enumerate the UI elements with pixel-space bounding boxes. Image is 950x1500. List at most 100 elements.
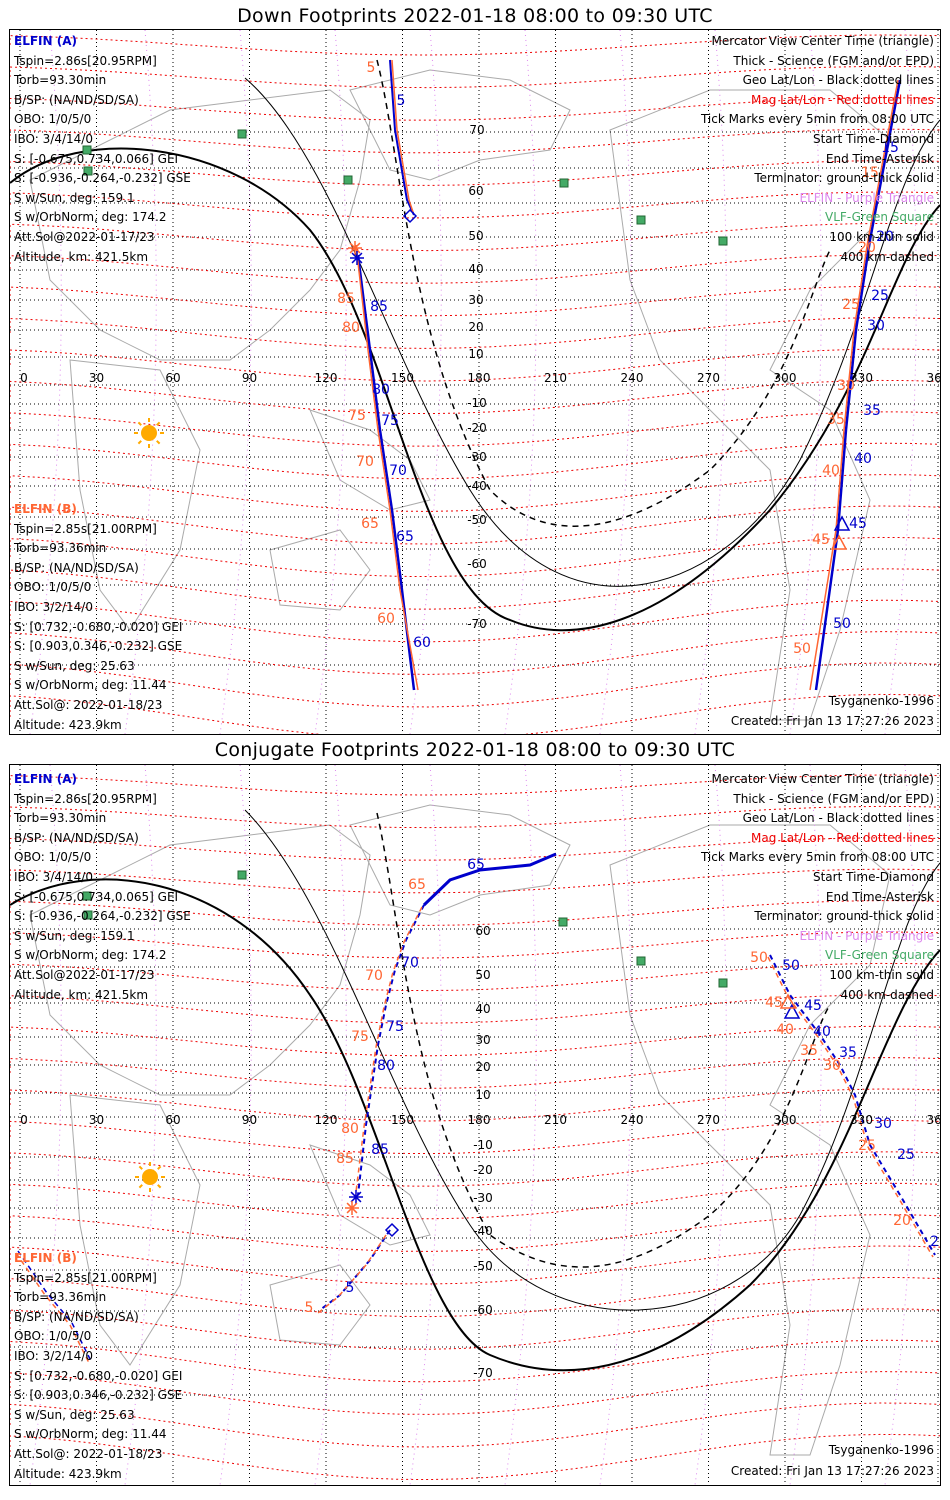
elfin-a-line: S: [-0.675,0.734,0.066] GEI (14, 151, 179, 166)
start-diamond-icon (402, 208, 418, 224)
track-a-tick-label: 60 (413, 635, 431, 651)
center-triangle-icon (783, 1003, 801, 1019)
lon-tick-label: 270 (697, 371, 720, 385)
terminator-400km (376, 812, 831, 1268)
track-a-tick-label: 40 (813, 1024, 831, 1040)
track-a-tick-label: 85 (371, 1142, 389, 1158)
mag-parallel (10, 474, 940, 512)
track-a-tick-label: 80 (377, 1058, 395, 1074)
elfin-b-line: S w/OrbNorm, deg: 11.44 (14, 1427, 167, 1442)
elfin-a-line: IBO: 3/4/14/0 (14, 869, 93, 884)
elfin-a-info: ELFIN (A) Tspin=2.86s[20.95RPM] Torb=93.… (14, 770, 191, 1005)
lat-tick-label: 30 (475, 1033, 490, 1047)
elfin-b-line: S: [0.732,-0.680,-0.020] GEI (14, 619, 183, 634)
legend-item: Mag Lat/Lon - Red dotted lines (750, 830, 934, 845)
elfin-b-line: B/SP: (NA/ND/SD/SA) (14, 560, 139, 575)
lon-tick-label: 30 (89, 1113, 104, 1127)
legend-item: VLF-Green Square (825, 210, 934, 225)
track-b-tick-label: 15 (861, 165, 879, 181)
track-a-tick-label: 25 (871, 288, 889, 304)
legend-item: Mag Lat/Lon - Red dotted lines (750, 92, 934, 107)
track-a-tick-label: 15 (881, 140, 899, 156)
down-footprints-map: 0 30 60 90 120 150 180 210 240 270 300 330 360 70 60 50… (10, 30, 940, 734)
mag-parallel (10, 65, 940, 89)
mag-parallel (10, 805, 940, 829)
vlf-station (718, 978, 728, 988)
track-a-tick-label: 5 (397, 93, 406, 109)
lat-tick-label: -70 (467, 617, 487, 631)
elfin-b-track (15, 1252, 91, 1366)
lat-tick-label: 50 (475, 968, 490, 982)
vlf-station (636, 215, 646, 225)
mag-parallel (10, 254, 940, 284)
track-b-tick-label: 20 (893, 1213, 911, 1229)
track-a-tick-label: 75 (381, 413, 399, 429)
elfin-b-track (809, 79, 899, 691)
legend: Mercator View Center Time (triangle) Thi… (701, 770, 934, 1005)
vlf-station (558, 917, 568, 927)
track-b-tick-label: 35 (827, 412, 845, 428)
track-a-tick-label: 5 (346, 1280, 355, 1296)
lon-tick-label: 90 (242, 371, 257, 385)
elfin-b-info: ELFIN (B) Tspin=2.85s[21.00RPM] Torb=93.… (14, 1249, 182, 1484)
mag-parallel (10, 505, 940, 545)
elfin-a-line: Tspin=2.86s[20.95RPM] (14, 53, 157, 68)
legend-item: End Time-Asterisk (825, 151, 934, 166)
elfin-a-track (769, 954, 936, 1256)
elfin-a-line: Tspin=2.86s[20.95RPM] (14, 791, 157, 806)
lat-tick-label: -60 (467, 557, 487, 571)
mag-parallel (10, 1151, 940, 1187)
lon-tick-label: 0 (20, 371, 28, 385)
vlf-station (82, 891, 92, 901)
center-triangle-icon (830, 534, 848, 550)
lat-tick-label: 40 (468, 262, 483, 276)
elfin-b-line: IBO: 3/2/14/0 (14, 599, 93, 614)
track-b-tick-label: 80 (341, 1121, 359, 1137)
mag-parallel (10, 1276, 940, 1318)
land-outline (69, 359, 201, 631)
track-b-tick-label: 65 (361, 516, 379, 532)
lat-tick-label: 60 (475, 924, 490, 938)
elfin-a-track (357, 904, 425, 1196)
elfin-a-track (814, 79, 902, 691)
lon-tick-label: 240 (621, 1113, 644, 1127)
lat-tick-label: -20 (473, 1163, 493, 1177)
lon-tick-label: 180 (468, 1113, 491, 1127)
elfin-a-track (356, 254, 416, 691)
track-b-tick-label: 60 (377, 611, 395, 627)
elfin-a-track (389, 59, 415, 216)
elfin-b-line: S w/Sun, deg: 25.63 (14, 1407, 135, 1422)
track-b-tick-label: 50 (793, 641, 811, 657)
elfin-b-info: ELFIN (B) Tspin=2.85s[21.00RPM] Torb=93.… (14, 500, 182, 735)
mag-parallel (10, 1214, 940, 1252)
lat-tick-label: -40 (473, 1224, 493, 1238)
lon-tick-label: 270 (697, 1113, 720, 1127)
mag-parallel (10, 1308, 940, 1350)
mag-parallel (10, 379, 940, 415)
mag-parallel (10, 662, 940, 708)
created-label: Created: Fri Jan 13 17:27:26 2023 (730, 714, 934, 728)
panel-title-conjugate: Conjugate Footprints 2022-01-18 08:00 to… (214, 739, 736, 761)
elfin-b-track (354, 906, 423, 1201)
terminator-ground (10, 147, 940, 632)
legend-item: 400 km-dashed (840, 249, 934, 264)
mag-parallel (10, 128, 940, 154)
legend-item: ELFIN - Purple Triangle (799, 928, 934, 943)
mag-meridian (409, 30, 442, 734)
vlf-station (718, 236, 728, 246)
conjugate-footprints-map: 0 30 60 90 120 150 180 210 240 270 300 330 360 60 50 40… (10, 765, 940, 1485)
track-b-tick-label: 70 (365, 968, 383, 984)
lat-tick-label: 20 (475, 1060, 490, 1074)
land-outline (29, 89, 371, 361)
elfin-b-line: S: [0.903,0.346,-0.232] GSE (14, 639, 183, 654)
track-b-tick-label: 45 (812, 532, 830, 548)
track-a-tick-label: 45 (849, 516, 867, 532)
elfin-a-line: Torb=93.30min (14, 811, 107, 826)
elfin-a-track (17, 1250, 93, 1364)
lon-tick-label: 120 (315, 1113, 338, 1127)
vlf-station (82, 145, 92, 155)
mag-meridian (884, 765, 917, 1485)
vlf-station (237, 129, 247, 139)
legend-item: Thick - Science (FGM and/or EPD) (733, 791, 934, 806)
track-a-tick-label: 85 (370, 299, 388, 315)
